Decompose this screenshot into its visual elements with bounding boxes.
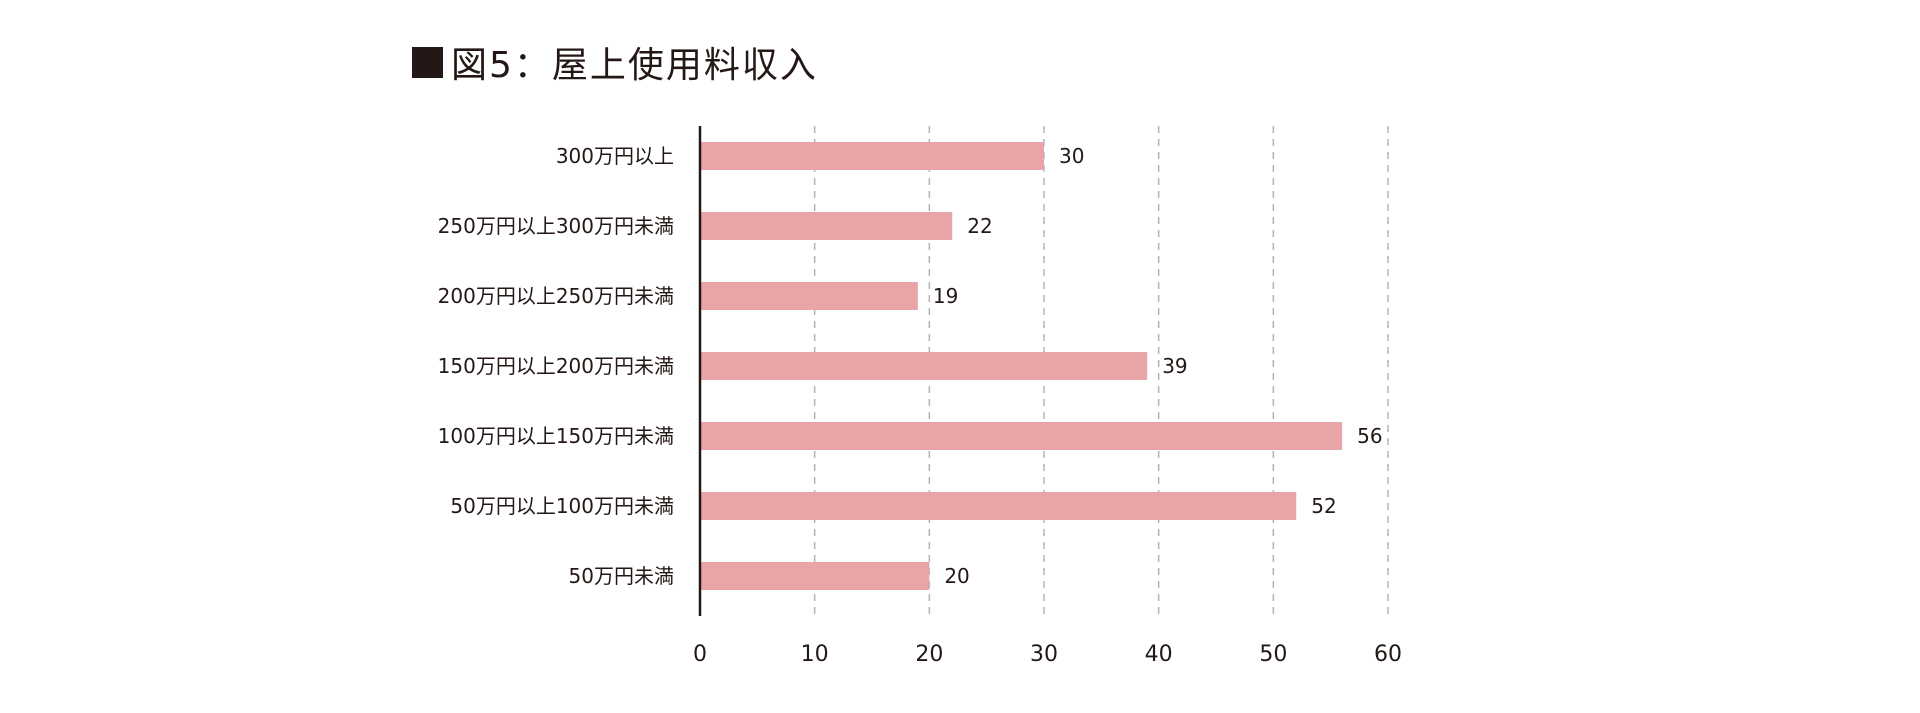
bars [700,142,1343,590]
value-label-6: 20 [944,564,969,588]
bar-2 [700,282,918,310]
chart-title: 図5：屋上使用料収入 [412,38,818,86]
x-tick-label-0: 0 [693,642,707,667]
value-label-3: 39 [1162,354,1187,378]
category-label-0: 300万円以上 [556,144,674,168]
bar-3 [700,352,1148,380]
category-label-2: 200万円以上250万円未満 [438,284,674,308]
bar-0 [700,142,1044,170]
x-tick-label-40: 40 [1145,642,1173,667]
labels: 0 10 20 30 40 50 60 300万円以上 30 250万円以上300万円未満 22 20… [438,144,1402,667]
bar-1 [700,212,953,240]
x-tick-label-30: 30 [1030,642,1058,667]
value-label-0: 30 [1059,144,1084,168]
x-tick-label-10: 10 [801,642,829,667]
value-label-4: 56 [1357,424,1382,448]
category-label-4: 100万円以上150万円未満 [438,424,674,448]
category-label-1: 250万円以上300万円未満 [438,214,674,238]
chart-title-text: 図5：屋上使用料収入 [451,45,818,86]
value-label-2: 19 [933,284,958,308]
bar-4 [700,422,1343,450]
category-label-3: 150万円以上200万円未満 [438,354,674,378]
x-tick-label-60: 60 [1374,642,1402,667]
value-label-5: 52 [1311,494,1336,518]
x-tick-label-20: 20 [915,642,943,667]
bar-5 [700,492,1297,520]
category-label-5: 50万円以上100万円未満 [450,494,674,518]
value-label-1: 22 [967,214,992,238]
title-square-marker [412,46,443,78]
grid-lines [813,126,1389,616]
category-label-6: 50万円未満 [569,564,674,588]
bar-6 [700,562,930,590]
x-tick-label-50: 50 [1259,642,1287,667]
